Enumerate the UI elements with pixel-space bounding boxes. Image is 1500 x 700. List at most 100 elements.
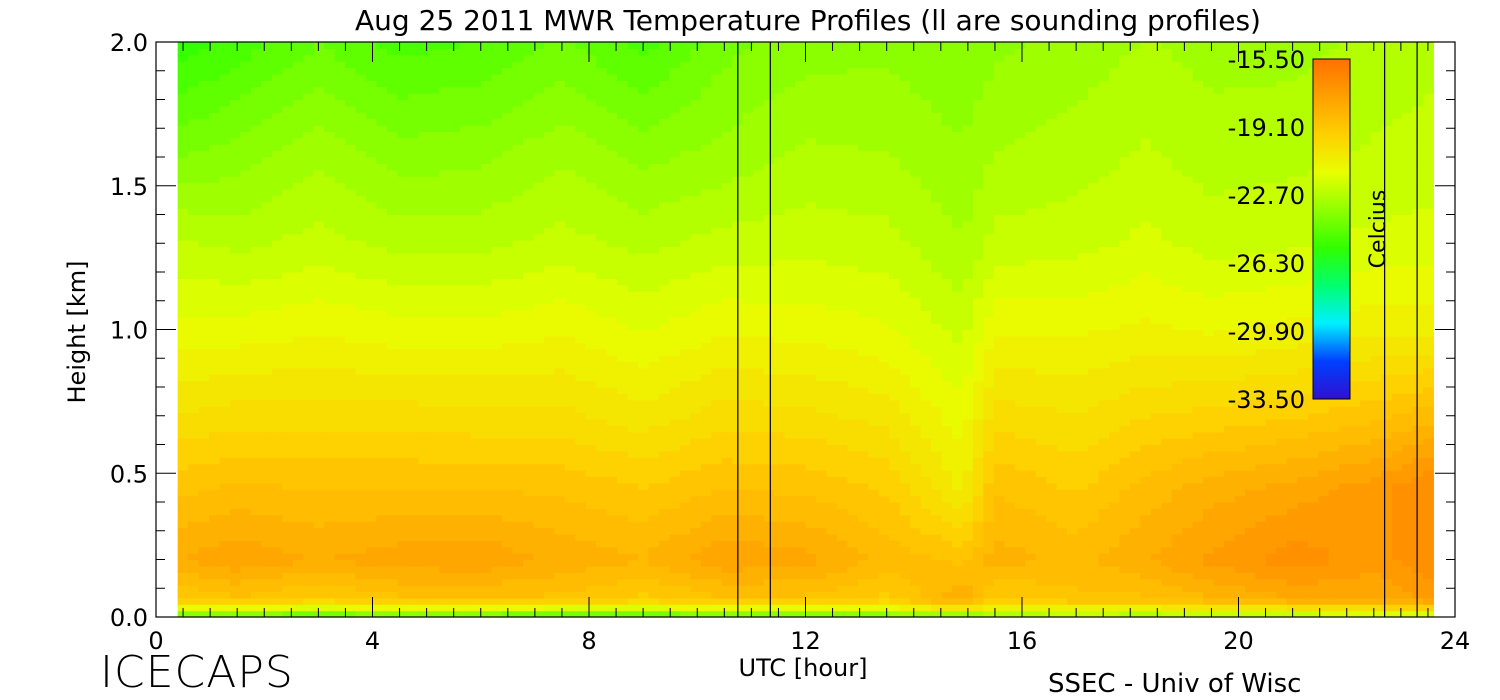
heatmap-cell (219, 54, 231, 62)
heatmap-cell (428, 457, 440, 465)
heatmap-cell (554, 418, 566, 426)
heatmap-cell (596, 450, 608, 458)
heatmap-cell (533, 540, 545, 548)
heatmap-cell (502, 297, 514, 305)
heatmap-cell (564, 610, 576, 618)
heatmap-cell (188, 514, 200, 522)
heatmap-cell (564, 476, 576, 484)
heatmap-cell (659, 591, 671, 599)
heatmap-cell (554, 329, 566, 337)
heatmap-cell (188, 61, 200, 69)
heatmap-cell (721, 329, 733, 337)
heatmap-cell (669, 131, 681, 139)
heatmap-cell (261, 585, 273, 593)
heatmap-cell (366, 303, 378, 311)
heatmap-cell (303, 48, 315, 56)
heatmap-cell (439, 553, 451, 561)
heatmap-cell (229, 252, 242, 260)
heatmap-cell (219, 278, 231, 286)
heatmap-cell (721, 67, 733, 75)
heatmap-cell (679, 259, 691, 267)
heatmap-cell (460, 316, 472, 324)
heatmap-cell (512, 112, 524, 120)
heatmap-cell (250, 42, 262, 49)
heatmap-cell (470, 284, 482, 292)
heatmap-cell (700, 125, 712, 133)
heatmap-cell (397, 86, 409, 94)
heatmap-cell (617, 61, 629, 69)
heatmap-cell (638, 208, 650, 216)
heatmap-cell (502, 144, 514, 152)
heatmap-cell (418, 438, 430, 446)
heatmap-cell (659, 297, 671, 305)
heatmap-cell (198, 157, 210, 164)
heatmap-cell (491, 425, 503, 433)
heatmap-cell (522, 578, 535, 586)
heatmap-cell (659, 137, 671, 145)
heatmap-cell (659, 406, 671, 414)
heatmap-cell (470, 610, 482, 618)
heatmap-cell (554, 348, 566, 356)
heatmap-cell (648, 572, 660, 580)
heatmap-cell (292, 61, 304, 69)
heatmap-cell (627, 163, 639, 171)
heatmap-cell (439, 342, 451, 350)
heatmap-cell (596, 73, 608, 81)
heatmap-cell (292, 348, 304, 356)
heatmap-cell (721, 169, 733, 177)
heatmap-cell (449, 514, 461, 522)
heatmap-cell (324, 572, 336, 580)
heatmap-cell (470, 380, 482, 388)
heatmap-cell (470, 272, 482, 279)
heatmap-cell (376, 291, 388, 299)
heatmap-cell (271, 240, 283, 248)
heatmap-cell (177, 259, 189, 267)
heatmap-cell (313, 86, 325, 94)
heatmap-cell (271, 310, 283, 318)
heatmap-cell (502, 553, 514, 561)
heatmap-cell (470, 355, 482, 363)
heatmap-cell (250, 99, 262, 107)
heatmap-cell (366, 399, 378, 407)
heatmap-cell (376, 252, 388, 260)
heatmap-cell (533, 259, 545, 267)
heatmap-cell (271, 208, 283, 216)
heatmap-cell (240, 157, 252, 164)
heatmap-cell (428, 438, 440, 446)
heatmap-cell (522, 208, 535, 216)
heatmap-cell (491, 163, 503, 171)
heatmap-cell (627, 597, 639, 605)
heatmap-cell (261, 546, 273, 554)
heatmap-cell (721, 367, 733, 375)
heatmap-cell (638, 521, 650, 529)
heatmap-cell (397, 329, 409, 337)
heatmap-cell (554, 80, 566, 88)
heatmap-cell (679, 42, 691, 49)
heatmap-cell (564, 182, 576, 190)
heatmap-cell (491, 259, 503, 267)
heatmap-cell (627, 361, 639, 369)
heatmap-cell (386, 240, 398, 248)
heatmap-cell (470, 80, 482, 88)
heatmap-cell (481, 99, 493, 107)
heatmap-cell (366, 470, 378, 478)
heatmap-cell (439, 425, 451, 433)
heatmap-cell (721, 374, 733, 382)
heatmap-cell (439, 272, 451, 279)
heatmap-cell (449, 150, 461, 158)
heatmap-cell (679, 144, 691, 152)
heatmap-cell (606, 514, 618, 522)
heatmap-cell (324, 514, 336, 522)
heatmap-cell (638, 572, 650, 580)
heatmap-cell (690, 585, 702, 593)
heatmap-cell (470, 86, 482, 94)
heatmap-cell (679, 444, 691, 452)
heatmap-cell (177, 93, 189, 101)
heatmap-cell (481, 233, 493, 241)
heatmap-cell (648, 195, 660, 203)
heatmap-cell (711, 444, 723, 452)
heatmap-cell (324, 54, 336, 62)
heatmap-cell (502, 604, 514, 612)
heatmap-cell (502, 157, 514, 164)
heatmap-cell (188, 137, 200, 145)
